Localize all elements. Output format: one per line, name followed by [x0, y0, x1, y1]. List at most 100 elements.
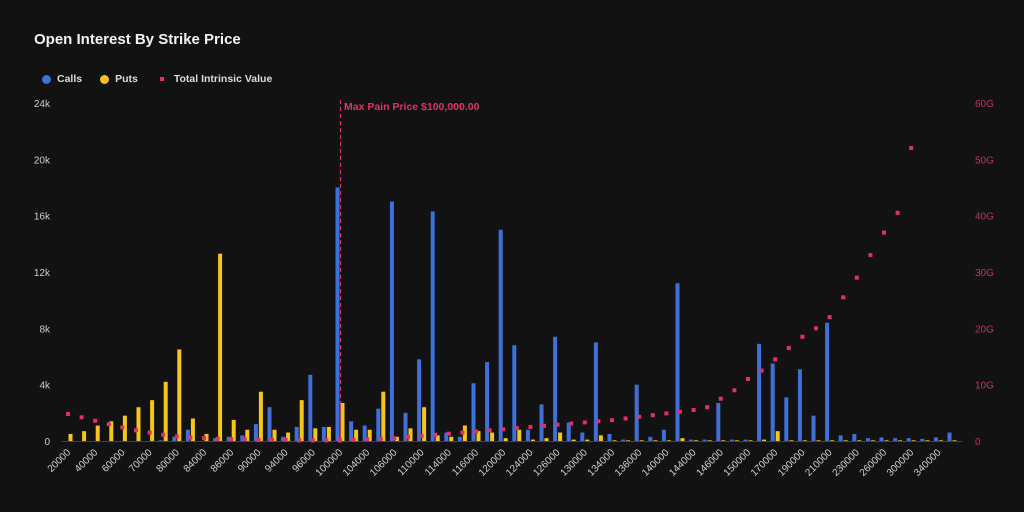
puts-bar[interactable]	[721, 440, 726, 441]
puts-bar[interactable]	[816, 440, 821, 441]
intrinsic-value-point[interactable]	[542, 423, 546, 428]
puts-bar[interactable]	[639, 440, 644, 441]
intrinsic-value-point[interactable]	[814, 326, 818, 331]
calls-bar[interactable]	[389, 201, 394, 441]
calls-bar[interactable]	[430, 211, 435, 441]
intrinsic-value-point[interactable]	[773, 357, 778, 362]
intrinsic-value-point[interactable]	[637, 414, 642, 419]
intrinsic-value-point[interactable]	[93, 418, 98, 423]
calls-bar[interactable]	[172, 436, 177, 441]
intrinsic-value-point[interactable]	[827, 315, 832, 320]
intrinsic-value-point[interactable]	[664, 411, 669, 416]
puts-bar[interactable]	[136, 407, 141, 441]
puts-bar[interactable]	[748, 440, 753, 441]
puts-bar[interactable]	[530, 439, 535, 441]
puts-bar[interactable]	[830, 440, 835, 441]
calls-bar[interactable]	[362, 425, 367, 441]
intrinsic-value-point[interactable]	[514, 426, 519, 431]
calls-bar[interactable]	[471, 383, 476, 441]
puts-bar[interactable]	[204, 433, 209, 441]
intrinsic-value-point[interactable]	[582, 420, 587, 425]
calls-bar[interactable]	[185, 429, 190, 441]
intrinsic-value-point[interactable]	[283, 437, 288, 442]
calls-bar[interactable]	[607, 433, 612, 441]
puts-bar[interactable]	[150, 400, 155, 441]
intrinsic-value-point[interactable]	[909, 146, 914, 151]
calls-bar[interactable]	[417, 359, 422, 441]
calls-bar[interactable]	[920, 438, 925, 441]
puts-bar[interactable]	[503, 438, 508, 441]
intrinsic-value-point[interactable]	[270, 437, 274, 442]
calls-bar[interactable]	[281, 436, 286, 441]
calls-bar[interactable]	[335, 187, 340, 442]
puts-bar[interactable]	[626, 440, 631, 441]
intrinsic-value-point[interactable]	[188, 435, 193, 440]
intrinsic-value-point[interactable]	[433, 432, 438, 437]
puts-bar[interactable]	[585, 439, 590, 441]
calls-bar[interactable]	[797, 369, 802, 441]
puts-bar[interactable]	[258, 391, 263, 441]
puts-bar[interactable]	[694, 440, 699, 441]
puts-bar[interactable]	[313, 428, 318, 441]
puts-bar[interactable]	[612, 440, 617, 441]
calls-bar[interactable]	[621, 439, 626, 441]
puts-bar[interactable]	[680, 438, 685, 441]
calls-bar[interactable]	[525, 429, 530, 441]
calls-bar[interactable]	[689, 439, 694, 441]
calls-bar[interactable]	[757, 343, 762, 441]
calls-bar[interactable]	[553, 336, 558, 441]
puts-bar[interactable]	[884, 440, 889, 441]
intrinsic-value-point[interactable]	[446, 431, 451, 436]
calls-bar[interactable]	[702, 439, 707, 441]
puts-bar[interactable]	[762, 439, 767, 441]
calls-bar[interactable]	[743, 439, 748, 441]
legend-item-puts[interactable]: Puts	[100, 73, 138, 85]
calls-bar[interactable]	[593, 342, 598, 441]
calls-bar[interactable]	[784, 397, 789, 441]
puts-bar[interactable]	[870, 440, 875, 441]
puts-bar[interactable]	[857, 440, 862, 441]
intrinsic-value-point[interactable]	[392, 436, 397, 441]
puts-bar[interactable]	[177, 349, 182, 441]
intrinsic-value-point[interactable]	[759, 368, 764, 373]
calls-bar[interactable]	[267, 407, 272, 441]
puts-bar[interactable]	[340, 402, 345, 441]
puts-bar[interactable]	[299, 400, 304, 441]
intrinsic-value-point[interactable]	[161, 432, 166, 437]
intrinsic-value-point[interactable]	[66, 411, 70, 416]
puts-bar[interactable]	[490, 432, 495, 441]
calls-bar[interactable]	[321, 426, 326, 441]
puts-bar[interactable]	[163, 381, 168, 441]
puts-bar[interactable]	[190, 418, 195, 441]
calls-bar[interactable]	[893, 438, 898, 441]
puts-bar[interactable]	[272, 429, 277, 441]
intrinsic-value-point[interactable]	[419, 433, 424, 438]
intrinsic-value-point[interactable]	[569, 421, 574, 426]
intrinsic-value-point[interactable]	[610, 418, 614, 423]
puts-bar[interactable]	[734, 440, 739, 441]
intrinsic-value-point[interactable]	[501, 427, 506, 432]
calls-bar[interactable]	[158, 440, 163, 441]
calls-bar[interactable]	[566, 422, 571, 441]
calls-bar[interactable]	[852, 433, 857, 441]
puts-bar[interactable]	[775, 431, 780, 441]
puts-bar[interactable]	[666, 440, 671, 441]
calls-bar[interactable]	[457, 436, 462, 441]
calls-bar[interactable]	[770, 363, 775, 441]
calls-bar[interactable]	[716, 402, 721, 441]
calls-bar[interactable]	[349, 421, 354, 441]
calls-bar[interactable]	[865, 438, 870, 441]
puts-bar[interactable]	[653, 440, 658, 441]
intrinsic-value-point[interactable]	[854, 275, 859, 280]
puts-bar[interactable]	[326, 426, 331, 441]
calls-bar[interactable]	[648, 436, 653, 441]
intrinsic-value-point[interactable]	[229, 437, 234, 442]
legend-item-intrinsic-value[interactable]: Total Intrinsic Value	[156, 73, 272, 85]
puts-bar[interactable]	[245, 429, 250, 441]
intrinsic-value-point[interactable]	[800, 334, 805, 339]
intrinsic-value-point[interactable]	[147, 430, 152, 435]
calls-bar[interactable]	[838, 435, 843, 441]
calls-bar[interactable]	[240, 435, 245, 441]
puts-bar[interactable]	[898, 440, 903, 441]
puts-bar[interactable]	[938, 440, 943, 441]
